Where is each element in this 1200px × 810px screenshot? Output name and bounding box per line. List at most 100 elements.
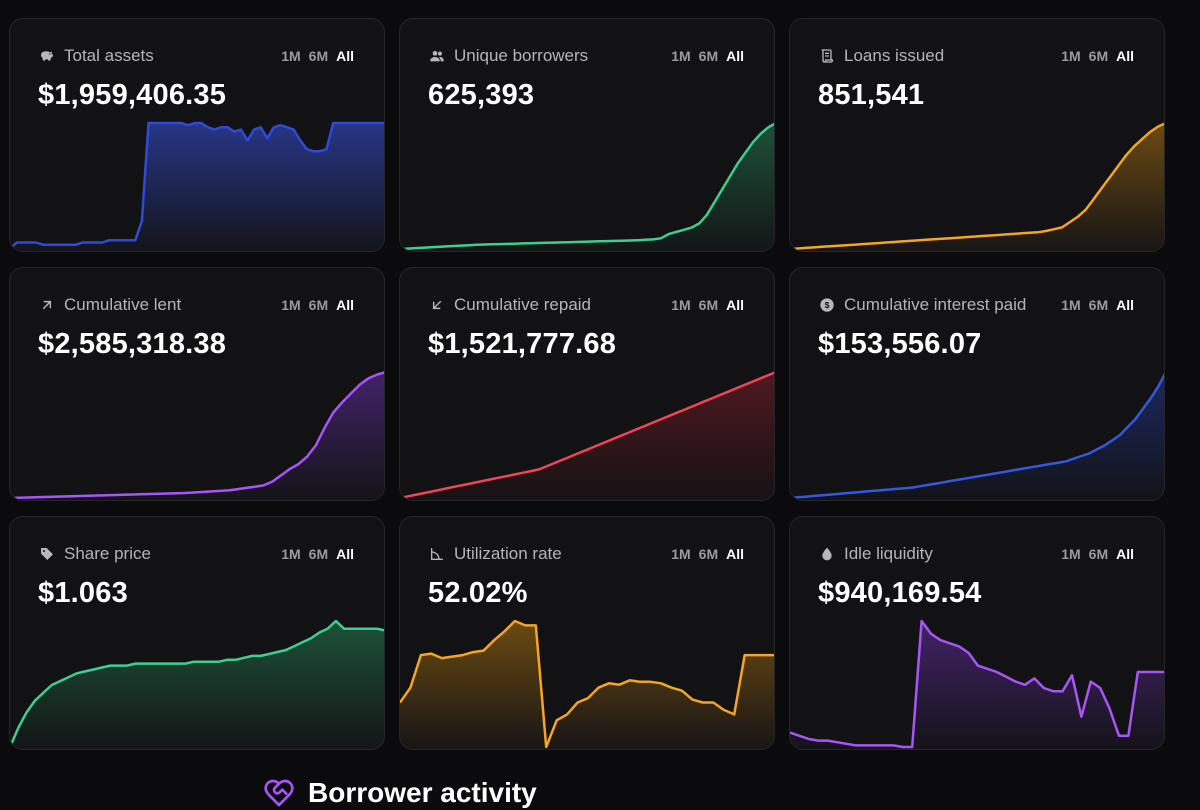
sparkline-line [10, 619, 384, 748]
range-button-1m[interactable]: 1M [671, 546, 691, 562]
range-button-6m[interactable]: 6M [698, 297, 719, 313]
sparkline-line [10, 371, 384, 500]
sparkline-area [790, 123, 1164, 251]
sparkline-area [400, 124, 774, 251]
card-value: $940,169.54 [818, 577, 982, 609]
sparkline-chart [400, 619, 774, 749]
sparkline-line [10, 121, 384, 250]
card-value: $153,556.07 [818, 328, 982, 360]
section-borrower-activity: Borrower activity [262, 776, 537, 810]
range-selector: 1M 6M All [281, 546, 354, 562]
card-title: Cumulative interest paid [844, 295, 1027, 314]
range-button-1m[interactable]: 1M [1061, 546, 1081, 562]
svg-text:$: $ [825, 300, 830, 310]
range-button-1m[interactable]: 1M [281, 546, 301, 562]
sparkline-chart [10, 619, 384, 749]
range-button-all[interactable]: All [336, 546, 354, 562]
heart-handshake-icon [262, 776, 296, 810]
card-header: Loans issued 1M 6M All [818, 45, 1134, 67]
sparkline-area [400, 621, 774, 749]
range-button-1m[interactable]: 1M [1061, 297, 1081, 313]
users-icon [428, 47, 446, 65]
sparkline-line [400, 371, 774, 500]
range-button-all[interactable]: All [726, 546, 744, 562]
range-button-all[interactable]: All [336, 297, 354, 313]
range-button-6m[interactable]: 6M [308, 48, 329, 64]
sparkline-line [400, 122, 774, 251]
sparkline-chart [400, 371, 774, 500]
range-button-6m[interactable]: 6M [698, 48, 719, 64]
range-button-1m[interactable]: 1M [281, 297, 301, 313]
card-share-price: Share price 1M 6M All $1.063 [9, 516, 385, 750]
range-button-1m[interactable]: 1M [1061, 48, 1081, 64]
card-unique-borrowers: Unique borrowers 1M 6M All 625,393 [399, 18, 775, 252]
section-title-text: Borrower activity [308, 777, 537, 808]
card-cumulative-repaid: Cumulative repaid 1M 6M All $1,521,777.68 [399, 267, 775, 501]
arrow-up-right-icon [38, 296, 56, 314]
card-value: 851,541 [818, 79, 925, 111]
card-title: Cumulative repaid [454, 295, 592, 314]
arrow-down-left-icon [428, 296, 446, 314]
card-header: Idle liquidity 1M 6M All [818, 543, 1134, 565]
range-button-all[interactable]: All [726, 297, 744, 313]
drop-icon [818, 545, 836, 563]
range-button-1m[interactable]: 1M [671, 48, 691, 64]
sparkline-area [10, 621, 384, 749]
card-value: $1.063 [38, 577, 128, 609]
card-value: $1,521,777.68 [428, 328, 617, 360]
card-title: Cumulative lent [64, 295, 182, 314]
card-header: $ Cumulative interest paid 1M 6M All [818, 294, 1134, 316]
range-selector: 1M 6M All [281, 48, 354, 64]
sparkline-line [400, 619, 774, 749]
card-value: 625,393 [428, 79, 535, 111]
range-button-all[interactable]: All [1116, 297, 1134, 313]
card-header: Utilization rate 1M 6M All [428, 543, 744, 565]
angle-icon [428, 545, 446, 563]
card-header: Cumulative lent 1M 6M All [38, 294, 354, 316]
range-button-all[interactable]: All [336, 48, 354, 64]
sparkline-chart [10, 371, 384, 500]
range-selector: 1M 6M All [671, 297, 744, 313]
card-header: Total assets 1M 6M All [38, 45, 354, 67]
range-button-all[interactable]: All [1116, 546, 1134, 562]
range-selector: 1M 6M All [1061, 546, 1134, 562]
sparkline-area [10, 123, 384, 251]
card-header: Cumulative repaid 1M 6M All [428, 294, 744, 316]
card-title: Share price [64, 544, 151, 563]
sparkline-area [790, 621, 1164, 749]
range-button-6m[interactable]: 6M [308, 297, 329, 313]
range-button-1m[interactable]: 1M [281, 48, 301, 64]
range-button-1m[interactable]: 1M [671, 297, 691, 313]
range-button-6m[interactable]: 6M [1088, 546, 1109, 562]
card-value: $2,585,318.38 [38, 328, 227, 360]
card-title: Utilization rate [454, 544, 562, 563]
sparkline-line [790, 619, 1164, 749]
range-button-6m[interactable]: 6M [1088, 48, 1109, 64]
scroll-icon [818, 47, 836, 65]
tag-icon [38, 545, 56, 563]
range-selector: 1M 6M All [281, 297, 354, 313]
dollar-circle-icon: $ [818, 296, 836, 314]
range-button-6m[interactable]: 6M [1088, 297, 1109, 313]
card-utilization-rate: Utilization rate 1M 6M All 52.02% [399, 516, 775, 750]
card-header: Share price 1M 6M All [38, 543, 354, 565]
card-value: $1,959,406.35 [38, 79, 227, 111]
card-cumulative-lent: Cumulative lent 1M 6M All $2,585,318.38 [9, 267, 385, 501]
sparkline-area [10, 372, 384, 500]
range-button-all[interactable]: All [1116, 48, 1134, 64]
sparkline-chart [790, 122, 1164, 251]
sparkline-chart [400, 122, 774, 251]
sparkline-area [400, 372, 774, 500]
sparkline-chart [10, 121, 384, 251]
range-button-6m[interactable]: 6M [698, 546, 719, 562]
range-selector: 1M 6M All [671, 48, 744, 64]
sparkline-line [790, 373, 1164, 500]
range-selector: 1M 6M All [671, 546, 744, 562]
card-idle-liquidity: Idle liquidity 1M 6M All $940,169.54 [789, 516, 1165, 750]
range-button-all[interactable]: All [726, 48, 744, 64]
range-button-6m[interactable]: 6M [308, 546, 329, 562]
card-loans-issued: Loans issued 1M 6M All 851,541 [789, 18, 1165, 252]
card-value: 52.02% [428, 577, 528, 609]
sparkline-chart [790, 373, 1164, 500]
sparkline-chart [790, 619, 1164, 749]
